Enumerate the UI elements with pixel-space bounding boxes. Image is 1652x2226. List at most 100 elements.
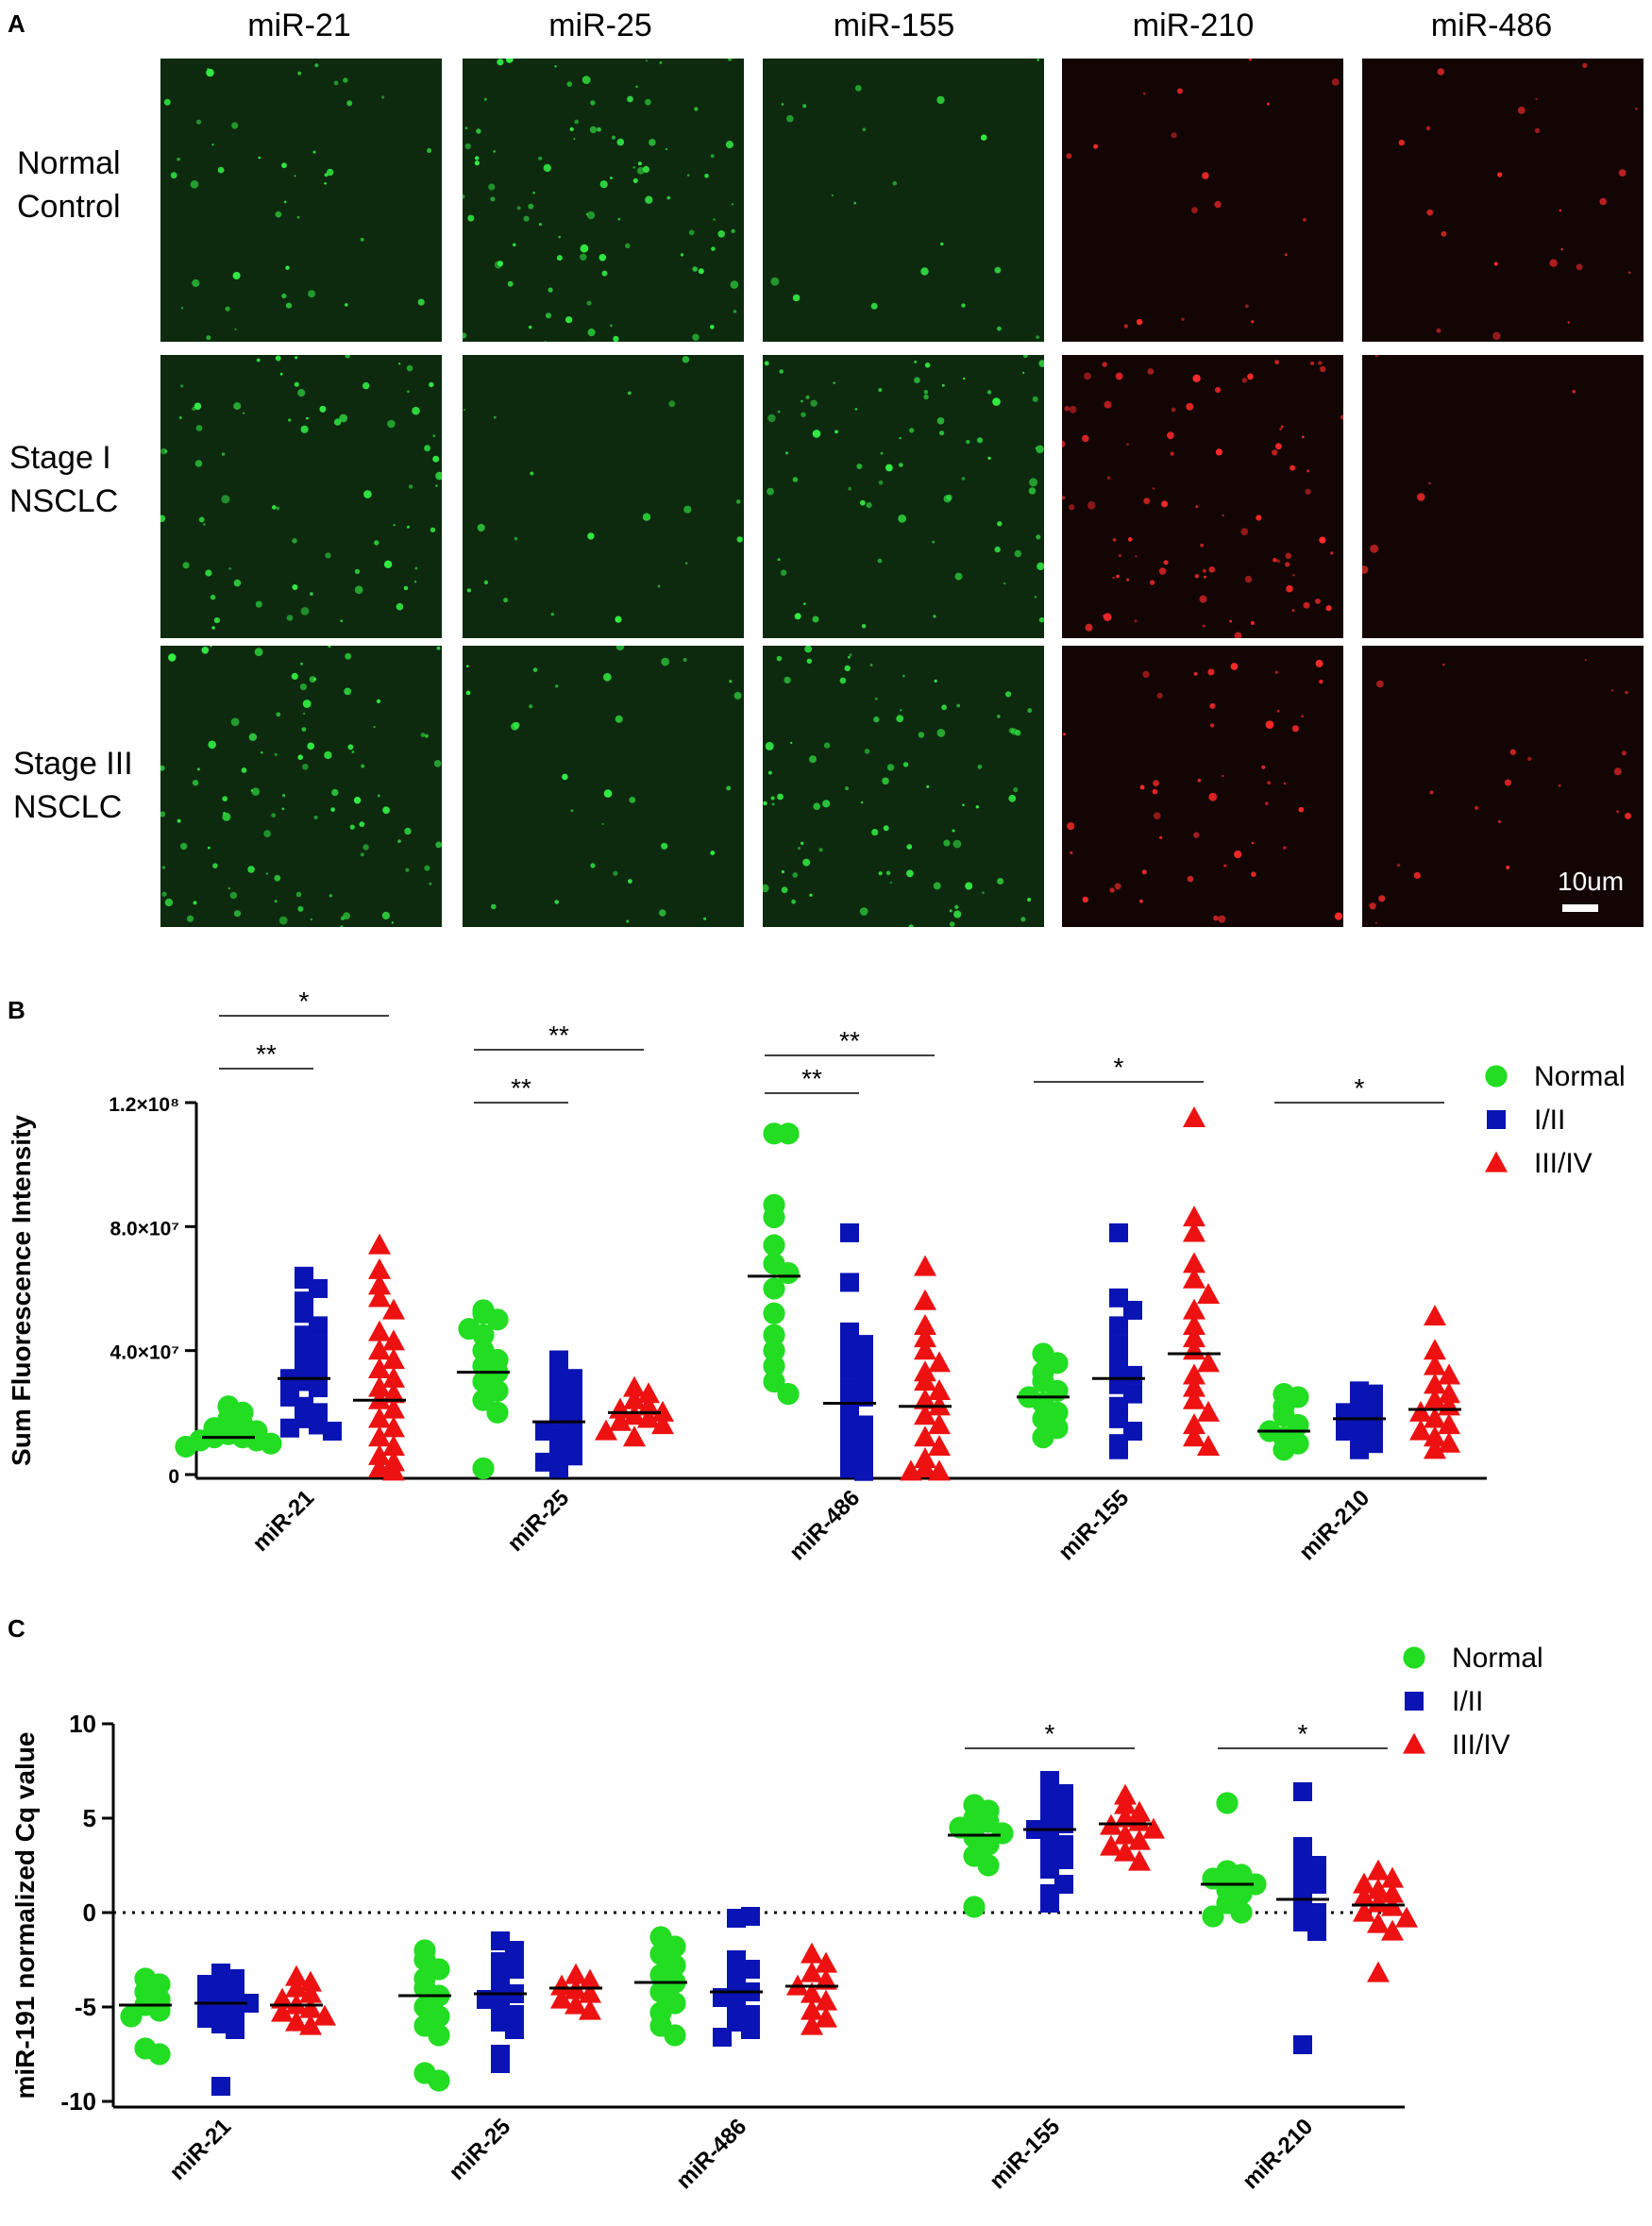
micrograph-image <box>763 355 1044 638</box>
data-point <box>579 1998 601 2020</box>
data-point <box>491 2054 510 2073</box>
data-point <box>763 1277 785 1300</box>
significance-label: * <box>299 987 310 1016</box>
data-point <box>1409 1400 1432 1422</box>
data-point <box>1109 1440 1128 1459</box>
y-tick-label: -10 <box>60 2087 96 2116</box>
legend-label: III/IV <box>1452 1729 1510 1761</box>
data-point <box>1367 1891 1390 1913</box>
y-tick-label: 1.2×10⁸ <box>109 1094 179 1116</box>
micrograph-image <box>463 59 744 342</box>
data-point <box>977 1854 1000 1877</box>
data-point <box>801 2014 823 2035</box>
y-tick-label: 0 <box>168 1466 179 1488</box>
data-point <box>1128 1849 1151 1871</box>
data-point <box>928 1413 951 1435</box>
cq-value-scatter-chart: -10 -5 0 5 10 miR-191 normalized Cq value miR-… <box>10 1643 1543 2194</box>
row-header-line: Stage III <box>13 746 133 782</box>
data-point <box>914 1339 936 1360</box>
data-point <box>815 1951 837 1973</box>
data-point <box>368 1286 391 1307</box>
data-point <box>368 1425 391 1447</box>
data-point <box>637 1394 660 1416</box>
data-point <box>1353 1885 1375 1907</box>
legend-label: I/II <box>1534 1105 1565 1136</box>
micrograph-image <box>160 59 442 342</box>
panel-c-letter: C <box>8 1614 25 1643</box>
data-point <box>1424 1339 1446 1360</box>
column-header-mir-210: miR-210 <box>1132 8 1255 43</box>
y-tick-label: 10 <box>69 1710 96 1738</box>
data-point <box>285 2010 308 2032</box>
data-point <box>1424 1407 1446 1428</box>
data-point <box>299 1981 322 2003</box>
data-point <box>1183 1326 1205 1348</box>
data-point <box>1183 1314 1205 1335</box>
data-point <box>285 1965 308 1986</box>
y-axis-label: Sum Fluorescence Intensity <box>7 1115 36 1466</box>
row-header-line: Normal <box>17 145 121 181</box>
data-point <box>637 1407 660 1428</box>
data-point <box>1424 1425 1446 1447</box>
data-point <box>1367 1878 1390 1899</box>
data-point <box>1424 1388 1446 1409</box>
data-point <box>211 2077 230 2096</box>
data-point <box>368 1407 391 1428</box>
data-point <box>777 1383 800 1406</box>
data-point <box>368 1357 391 1378</box>
data-point <box>299 2014 322 2035</box>
micrograph-image <box>763 59 1044 342</box>
data-point <box>1183 1375 1205 1397</box>
data-point <box>1367 1912 1390 1933</box>
x-category-label: miR-210 <box>1238 2114 1318 2194</box>
panel-a-letter: A <box>8 9 25 38</box>
micrograph-image <box>763 646 1044 927</box>
data-point <box>1381 1881 1404 1903</box>
row-header-line: NSCLC <box>13 789 123 825</box>
data-point <box>1040 1860 1059 1879</box>
micrograph-image <box>463 355 744 638</box>
data-point <box>1123 1300 1142 1320</box>
data-point <box>1183 1298 1205 1320</box>
data-point <box>368 1273 391 1295</box>
data-point <box>309 1378 328 1398</box>
data-point <box>428 2024 450 2047</box>
data-point <box>914 1404 936 1425</box>
data-point <box>382 1435 405 1457</box>
significance-label: ** <box>839 1026 860 1055</box>
data-point <box>1114 1840 1137 1862</box>
data-point <box>609 1409 632 1431</box>
data-point <box>741 2020 760 2039</box>
data-point <box>472 1389 495 1411</box>
data-point <box>763 1370 785 1393</box>
data-point <box>1438 1382 1460 1404</box>
data-point <box>840 1273 859 1292</box>
data-point <box>299 1970 322 1992</box>
data-point <box>801 1981 823 2003</box>
data-point <box>148 2043 171 2066</box>
x-category-label: miR-210 <box>1294 1485 1374 1565</box>
micrograph-image <box>1362 355 1644 638</box>
data-point <box>260 1432 282 1455</box>
row-header-stage-i: Stage I NSCLC <box>9 436 118 523</box>
data-point <box>579 1968 601 1990</box>
significance-label: * <box>1298 1719 1308 1748</box>
data-point <box>368 1257 391 1279</box>
data-point <box>175 1435 197 1459</box>
data-point <box>382 1382 405 1404</box>
micrograph-image <box>463 646 744 927</box>
significance-label: ** <box>511 1073 531 1103</box>
data-point <box>914 1326 936 1348</box>
data-point <box>1293 2035 1312 2054</box>
significance-label: * <box>1355 1073 1365 1103</box>
data-point <box>1438 1431 1460 1453</box>
data-point <box>1381 1919 1404 1941</box>
data-point <box>840 1223 859 1242</box>
micrograph-image <box>1062 355 1343 638</box>
data-point <box>1183 1106 1205 1128</box>
micrograph-image <box>1362 59 1644 342</box>
data-point <box>285 1976 308 1998</box>
row-header-stage-iii: Stage III NSCLC <box>13 742 133 829</box>
data-point <box>595 1419 617 1441</box>
data-point <box>623 1404 646 1425</box>
